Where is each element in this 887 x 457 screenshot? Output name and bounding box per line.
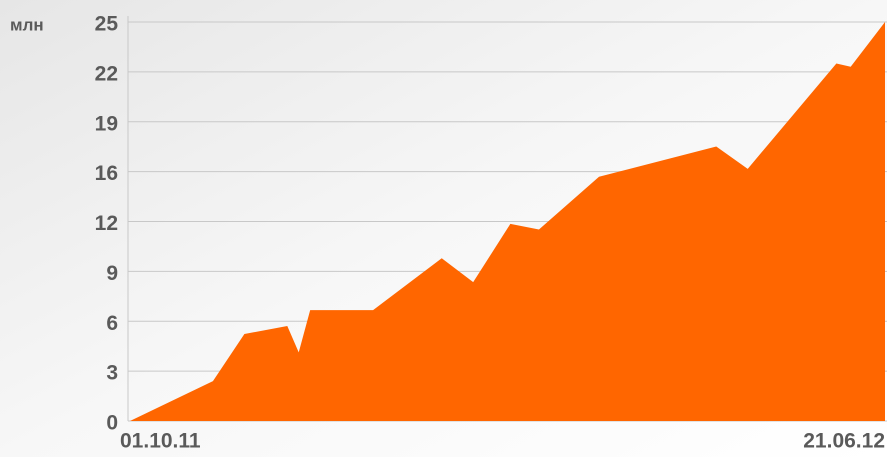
x-tick-label: 21.06.12 xyxy=(803,430,885,453)
y-tick-label: 16 xyxy=(95,162,118,185)
y-tick-label: 25 xyxy=(95,13,119,36)
x-tick-label: 01.10.11 xyxy=(120,430,201,453)
y-tick-label: 0 xyxy=(106,412,118,435)
y-unit-label: млн xyxy=(10,15,44,34)
y-tick-label: 9 xyxy=(106,262,118,285)
y-tick-label: 19 xyxy=(95,112,118,135)
y-tick-label: 12 xyxy=(95,212,118,235)
y-tick-label: 6 xyxy=(106,312,118,335)
y-tick-label: 22 xyxy=(95,62,118,85)
area xyxy=(130,22,885,421)
y-tick-label: 3 xyxy=(106,362,118,385)
